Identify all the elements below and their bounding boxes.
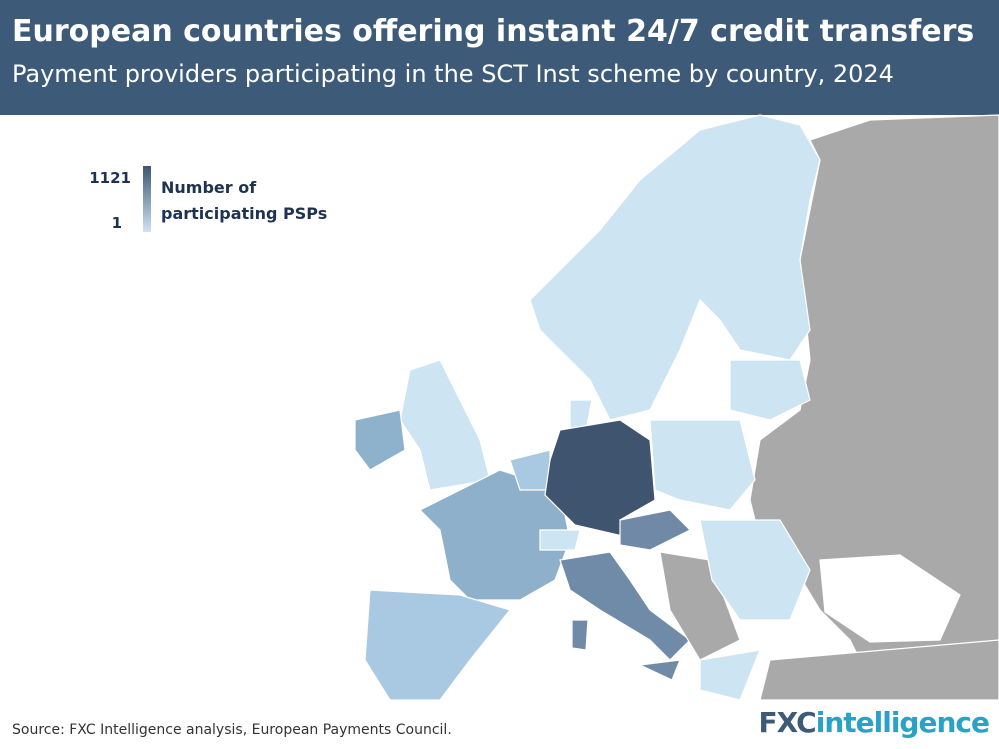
legend-max: 1121: [89, 169, 131, 187]
title: European countries offering instant 24/7…: [12, 14, 975, 49]
uk: [399, 359, 491, 491]
logo-part: FXC: [758, 706, 816, 739]
subtitle: Payment providers participating in the S…: [12, 60, 894, 88]
countries: [354, 114, 999, 701]
poland: [649, 419, 756, 511]
ireland: [354, 409, 406, 471]
italy: [559, 551, 691, 661]
logo: FXCintelligence: [758, 706, 990, 739]
legend-label: Number of: [161, 178, 257, 197]
legend-gradient: [143, 166, 151, 232]
scandinavia: [529, 114, 821, 421]
greece: [699, 649, 761, 701]
logo-part: intelligence: [815, 706, 990, 739]
legend-label: participating PSPs: [161, 204, 327, 223]
legend-min: 1: [112, 214, 122, 232]
sicily: [637, 659, 681, 681]
balkans: [659, 551, 741, 661]
turkey: [759, 639, 999, 701]
romania-bulgaria: [699, 519, 811, 621]
baltics: [729, 359, 811, 421]
black-sea: [819, 554, 961, 643]
iberia: [364, 589, 512, 701]
austria-hungary: [619, 509, 692, 551]
sardinia: [571, 619, 589, 651]
source: Source: FXC Intelligence analysis, Europ…: [12, 722, 452, 738]
header: European countries offering instant 24/7…: [0, 0, 999, 115]
switzerland: [539, 529, 581, 551]
